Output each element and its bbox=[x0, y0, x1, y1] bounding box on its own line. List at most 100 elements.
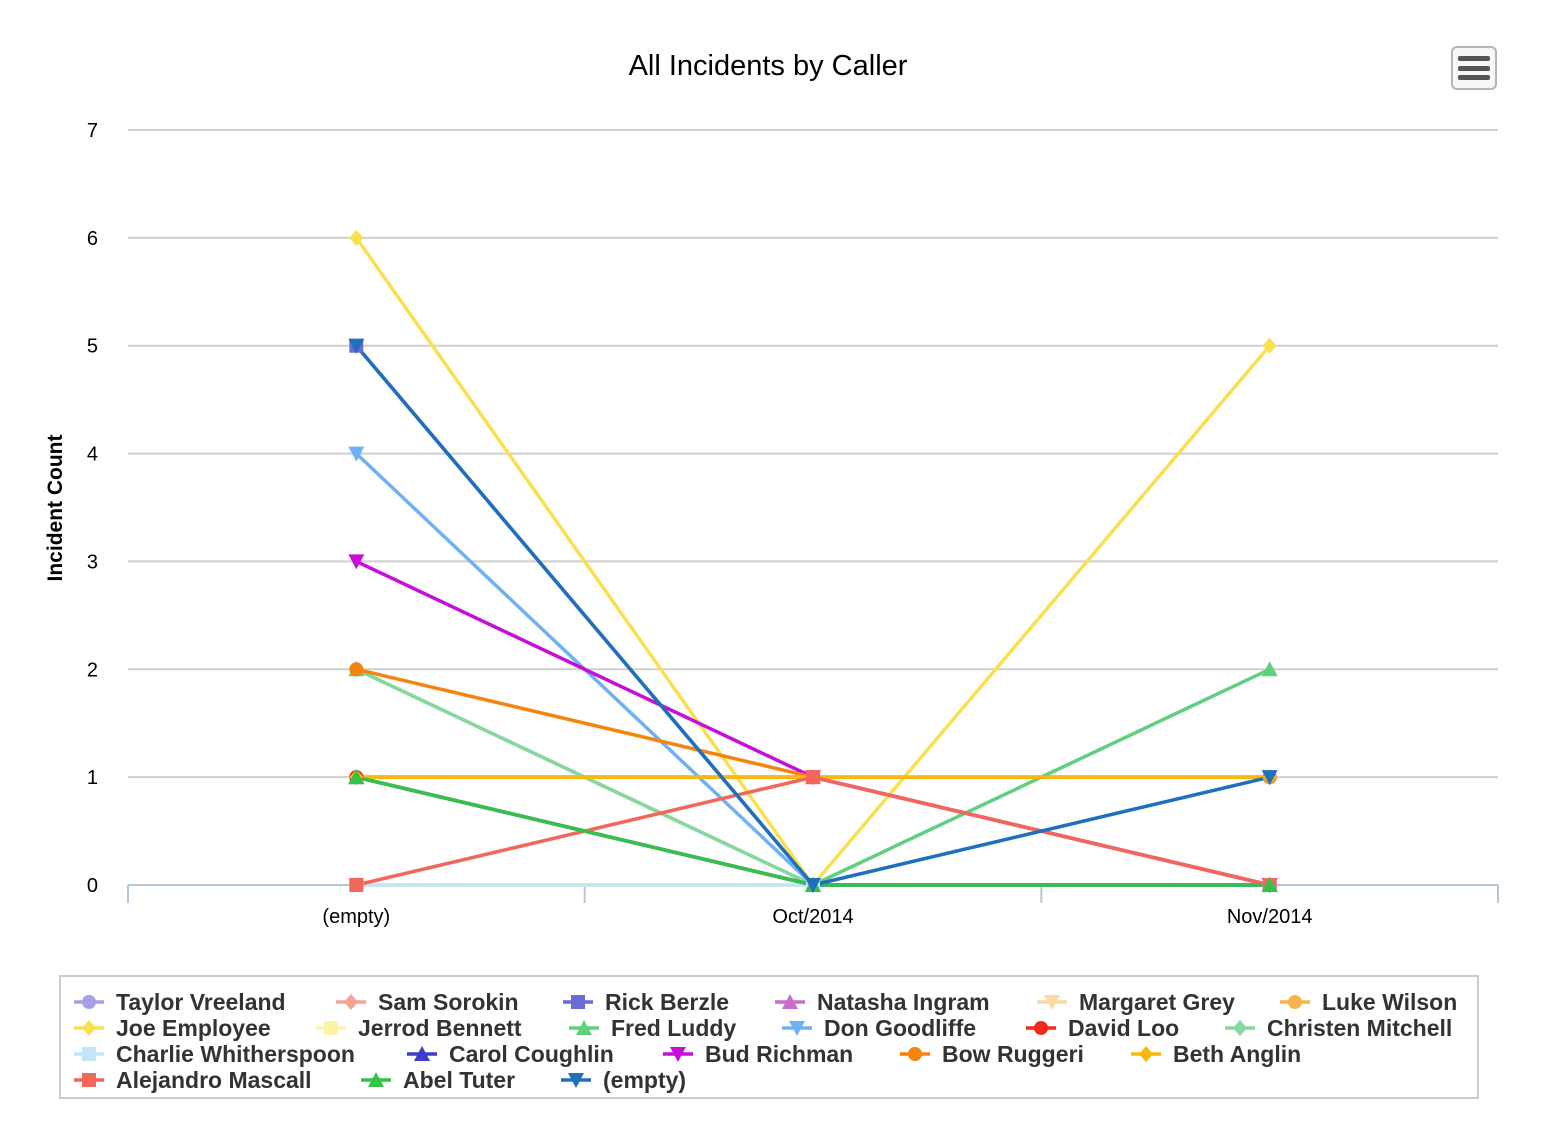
y-tick-label: 0 bbox=[87, 875, 98, 897]
legend-label: Christen Mitchell bbox=[1267, 1015, 1452, 1041]
x-tick-label: (empty) bbox=[322, 906, 390, 928]
y-tick-label: 5 bbox=[87, 336, 98, 358]
series-line bbox=[355, 775, 1270, 887]
data-point bbox=[348, 554, 365, 570]
legend-label: Jerrod Bennett bbox=[358, 1015, 522, 1041]
legend-item[interactable]: Bud Richman bbox=[663, 1041, 853, 1067]
legend-symbol bbox=[344, 994, 358, 1010]
y-axis-ticks: 0 1 2 3 4 5 6 7 bbox=[87, 120, 98, 897]
legend-item[interactable]: Carol Coughlin bbox=[407, 1041, 614, 1067]
legend-symbol bbox=[908, 1047, 922, 1061]
y-tick-label: 4 bbox=[87, 444, 98, 466]
legend-item[interactable]: Natasha Ingram bbox=[775, 989, 990, 1015]
legend-item[interactable]: Don Goodliffe bbox=[782, 1015, 976, 1041]
legend-symbol bbox=[571, 995, 585, 1009]
series-markers bbox=[348, 229, 1278, 893]
data-point bbox=[1262, 337, 1277, 354]
legend-symbol bbox=[1034, 1021, 1048, 1035]
legend-item[interactable]: Christen Mitchell bbox=[1225, 1015, 1452, 1041]
legend-item[interactable]: Beth Anglin bbox=[1131, 1041, 1301, 1067]
legend-symbol bbox=[324, 1021, 338, 1035]
legend-label: Bud Richman bbox=[705, 1041, 853, 1067]
legend-item[interactable]: (empty) bbox=[561, 1067, 686, 1093]
legend-item[interactable]: Taylor Vreeland bbox=[74, 989, 286, 1015]
legend-item[interactable]: Sam Sorokin bbox=[336, 989, 519, 1015]
legend: Taylor Vreeland Sam Sorokin Rick Berzle Nat… bbox=[59, 975, 1479, 1099]
legend-label: Bow Ruggeri bbox=[942, 1041, 1084, 1067]
legend-symbol bbox=[1233, 1020, 1247, 1036]
data-point bbox=[348, 769, 365, 785]
legend-symbol bbox=[82, 1047, 96, 1061]
legend-label: David Loo bbox=[1068, 1015, 1179, 1041]
legend-label: Margaret Grey bbox=[1079, 989, 1235, 1015]
legend-item[interactable]: Luke Wilson bbox=[1280, 989, 1457, 1015]
legend-item[interactable]: Fred Luddy bbox=[569, 1015, 736, 1041]
series-line bbox=[354, 344, 1271, 887]
legend-label: Natasha Ingram bbox=[817, 989, 990, 1015]
series-line bbox=[356, 775, 1271, 887]
legend-symbol bbox=[1139, 1046, 1153, 1062]
legend-item[interactable]: Abel Tuter bbox=[361, 1067, 515, 1093]
data-point bbox=[348, 446, 365, 462]
legend-item[interactable]: Alejandro Mascall bbox=[74, 1067, 312, 1093]
x-tick-label: Nov/2014 bbox=[1227, 906, 1313, 928]
y-tick-label: 2 bbox=[87, 659, 98, 681]
y-tick-label: 1 bbox=[87, 767, 98, 789]
legend-label: (empty) bbox=[603, 1067, 686, 1093]
legend-item[interactable]: Rick Berzle bbox=[563, 989, 729, 1015]
legend-label: Don Goodliffe bbox=[824, 1015, 976, 1041]
legend-symbol bbox=[82, 1020, 96, 1036]
legend-symbol bbox=[414, 1046, 430, 1061]
data-point bbox=[1261, 877, 1278, 892]
series-line bbox=[356, 775, 1271, 887]
y-tick-label: 6 bbox=[87, 228, 98, 250]
series-line bbox=[355, 667, 1270, 779]
legend-label: Carol Coughlin bbox=[449, 1041, 614, 1067]
chart-title: All Incidents by Caller bbox=[629, 50, 908, 82]
legend-item[interactable]: David Loo bbox=[1026, 1015, 1179, 1041]
series-line bbox=[354, 344, 1270, 887]
gridlines bbox=[128, 129, 1498, 779]
chart-menu-button[interactable] bbox=[1451, 46, 1497, 90]
x-tick-label: Oct/2014 bbox=[772, 906, 853, 928]
legend-symbol bbox=[82, 1073, 96, 1087]
legend-symbol bbox=[576, 1020, 592, 1035]
legend-symbol bbox=[1288, 995, 1302, 1009]
legend-label: Fred Luddy bbox=[611, 1015, 736, 1041]
series-line bbox=[355, 775, 1271, 887]
legend-label: Taylor Vreeland bbox=[116, 989, 286, 1015]
data-point bbox=[349, 229, 364, 246]
legend-item[interactable]: Margaret Grey bbox=[1037, 989, 1235, 1015]
legend-label: Sam Sorokin bbox=[378, 989, 519, 1015]
legend-label: Abel Tuter bbox=[403, 1067, 515, 1093]
legend-item[interactable]: Jerrod Bennett bbox=[316, 1015, 522, 1041]
legend-label: Rick Berzle bbox=[605, 989, 729, 1015]
legend-symbol bbox=[670, 1047, 686, 1062]
series-line bbox=[355, 559, 1271, 887]
data-point bbox=[349, 878, 364, 892]
hamburger-icon bbox=[1458, 56, 1490, 80]
data-point bbox=[349, 662, 364, 677]
y-tick-label: 3 bbox=[87, 551, 98, 573]
legend-symbol bbox=[82, 995, 96, 1009]
legend-label: Beth Anglin bbox=[1173, 1041, 1301, 1067]
legend-frame bbox=[59, 975, 1479, 1099]
series-line bbox=[355, 775, 1270, 887]
legend-item[interactable]: Joe Employee bbox=[74, 1015, 271, 1041]
legend-symbol bbox=[782, 994, 798, 1009]
legend-symbol bbox=[368, 1072, 384, 1087]
y-axis-title: Incident Count bbox=[44, 435, 67, 582]
legend-label: Joe Employee bbox=[116, 1015, 271, 1041]
legend-label: Alejandro Mascall bbox=[116, 1067, 312, 1093]
series-line bbox=[356, 775, 1271, 887]
legend-label: Charlie Whitherspoon bbox=[116, 1041, 355, 1067]
x-axis-ticks: (empty) Oct/2014 Nov/2014 bbox=[322, 906, 1312, 928]
data-point bbox=[806, 770, 820, 785]
y-tick-label: 7 bbox=[87, 120, 98, 142]
data-point bbox=[805, 878, 821, 893]
legend-symbol bbox=[568, 1073, 584, 1088]
legend-item[interactable]: Bow Ruggeri bbox=[900, 1041, 1084, 1067]
legend-item[interactable]: Charlie Whitherspoon bbox=[74, 1041, 355, 1067]
data-point bbox=[1261, 770, 1278, 786]
